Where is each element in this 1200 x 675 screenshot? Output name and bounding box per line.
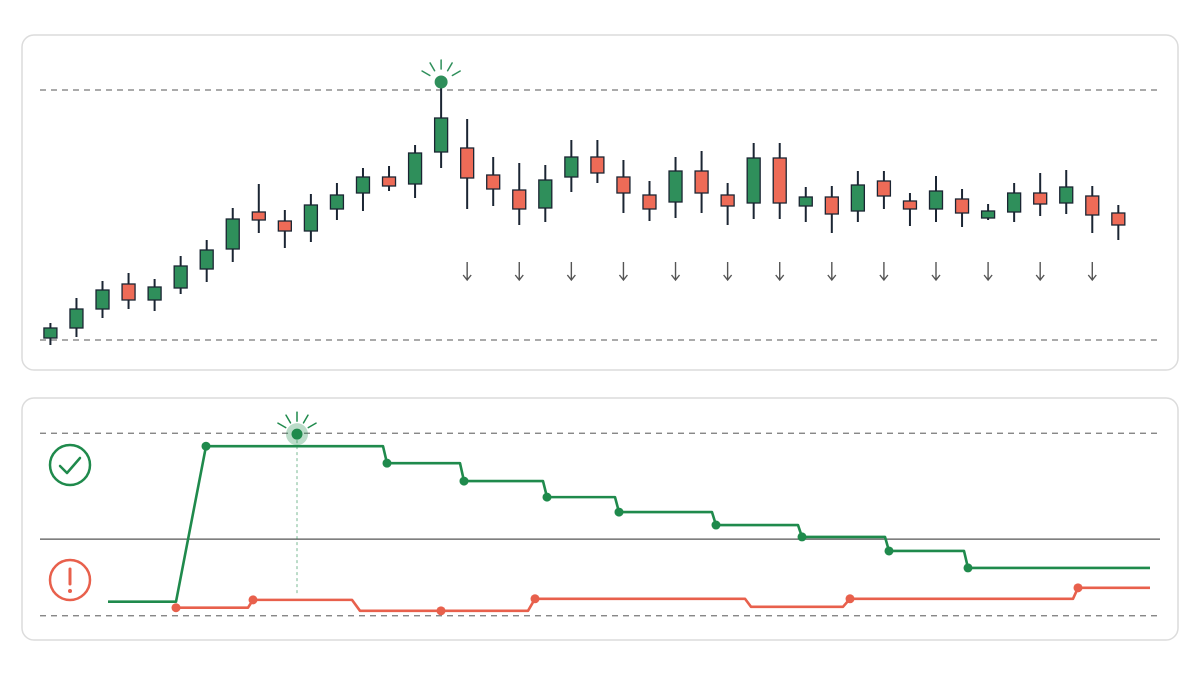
step-marker xyxy=(436,606,446,616)
candle-body xyxy=(303,204,319,232)
candle-body xyxy=(824,196,839,215)
glow-ray xyxy=(429,62,436,72)
candle-body xyxy=(564,156,579,178)
candle-body xyxy=(798,196,813,207)
glow-ray xyxy=(277,422,287,429)
down-arrow xyxy=(879,262,889,282)
candle-body xyxy=(355,176,371,194)
candle-body xyxy=(121,283,136,301)
warning-icon xyxy=(48,558,92,602)
down-arrow xyxy=(723,262,733,282)
candle-body xyxy=(407,152,423,185)
candle-body xyxy=(980,210,996,219)
down-arrow xyxy=(827,262,837,282)
candle-body xyxy=(876,180,892,197)
step-marker xyxy=(711,520,721,530)
candle-body xyxy=(486,174,501,190)
glow-ray xyxy=(446,62,453,72)
candle-body xyxy=(199,249,214,270)
candle-body xyxy=(95,289,110,310)
candle-body xyxy=(616,176,631,194)
candle-body xyxy=(928,190,944,210)
step-marker xyxy=(530,594,540,604)
candle-body xyxy=(43,327,58,339)
candle-body xyxy=(69,308,84,329)
candle-body xyxy=(1006,192,1022,213)
down-arrow xyxy=(931,262,941,282)
step-marker xyxy=(542,492,552,502)
candle-body xyxy=(1085,195,1100,216)
step-marker xyxy=(614,507,624,517)
candle-body xyxy=(277,220,292,232)
glow-ray xyxy=(302,414,309,424)
bottom-panel xyxy=(21,397,1179,641)
candle-body xyxy=(460,147,475,179)
glow-ray xyxy=(451,70,461,77)
candle-body xyxy=(772,157,787,204)
candle-body xyxy=(381,176,397,187)
down-arrow xyxy=(566,262,576,282)
candle-body xyxy=(1111,212,1126,226)
glow-ray xyxy=(421,70,431,77)
down-arrow xyxy=(983,262,993,282)
step-marker xyxy=(201,441,211,451)
candle-body xyxy=(147,286,162,301)
candle-body xyxy=(590,156,605,174)
candle-body xyxy=(954,198,970,214)
step-marker xyxy=(459,476,469,486)
candle-body xyxy=(329,194,345,210)
candle-body xyxy=(850,184,866,212)
candle-body xyxy=(694,170,709,194)
candle-body xyxy=(251,211,266,221)
down-arrow xyxy=(1087,262,1097,282)
step-marker xyxy=(248,595,258,605)
candle-body xyxy=(538,179,553,209)
step-marker xyxy=(171,603,181,613)
step-marker xyxy=(963,563,973,573)
step-marker xyxy=(884,546,894,556)
down-arrow xyxy=(462,262,472,282)
down-arrow xyxy=(775,262,785,282)
candle-body xyxy=(720,194,735,207)
candle-body xyxy=(512,189,527,210)
top-panel xyxy=(21,34,1179,371)
candle-body xyxy=(1059,186,1074,204)
candle-body xyxy=(668,170,683,203)
candle-body xyxy=(642,194,657,210)
down-arrow xyxy=(618,262,628,282)
candle-body xyxy=(1033,192,1048,205)
candle-body xyxy=(433,117,449,153)
candle-body xyxy=(173,265,188,289)
candle-body xyxy=(746,157,761,204)
check-icon xyxy=(48,443,92,487)
glow-ray xyxy=(285,414,292,424)
candle-body xyxy=(225,218,240,250)
down-arrow xyxy=(1035,262,1045,282)
step-marker xyxy=(845,594,855,604)
peak-marker xyxy=(434,75,448,89)
down-arrow xyxy=(514,262,524,282)
glow-ray xyxy=(307,422,317,429)
step-marker xyxy=(1073,583,1083,593)
step-marker xyxy=(797,532,807,542)
down-arrow xyxy=(670,262,681,282)
candle-body xyxy=(902,200,918,210)
highlight-dot xyxy=(291,428,303,440)
step-marker xyxy=(382,458,392,468)
